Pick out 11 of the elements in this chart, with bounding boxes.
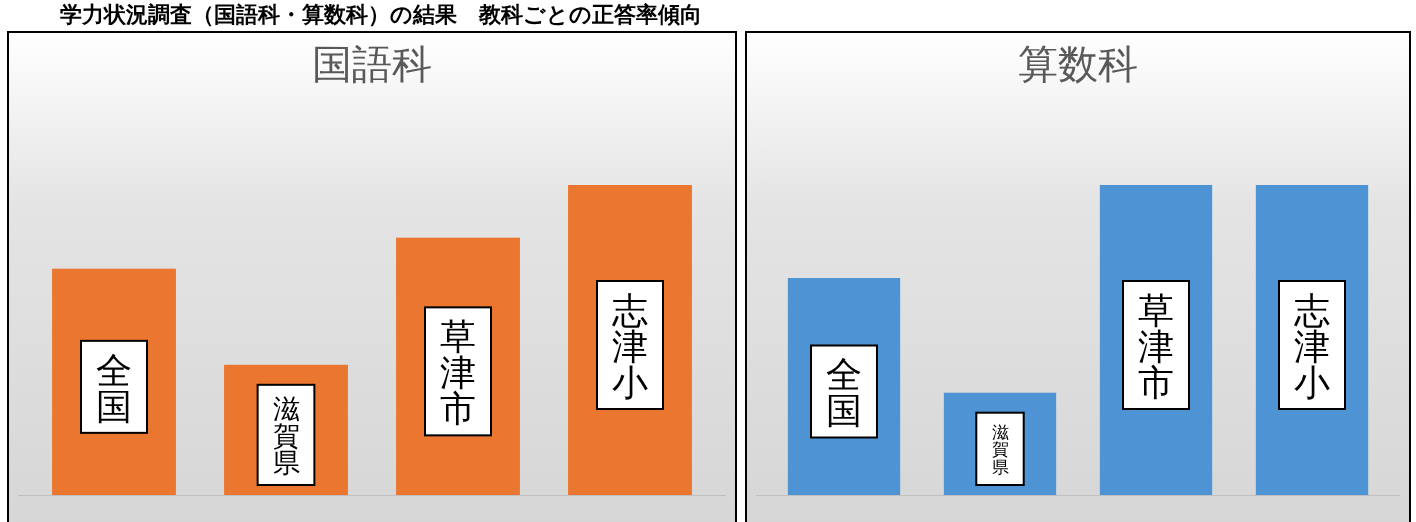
text: 学力状況調査（国語科・算数科）の結果 教科ごとの正答率傾向 (60, 2, 702, 27)
x-tick-label: 草津市 (1138, 289, 1174, 403)
x-tick-label: 志津小 (612, 289, 648, 403)
x-tick-label: 志津小 (1294, 289, 1330, 403)
x-tick-label: 滋賀県 (991, 422, 1009, 477)
x-tick-label: 草津市 (440, 316, 476, 430)
x-tick-label: 全国 (826, 354, 862, 432)
x-tick-label: 全国 (96, 349, 132, 427)
chart-title: 国語科 (312, 41, 432, 87)
x-tick-label: 滋賀県 (272, 393, 300, 478)
chart-title: 算数科 (1018, 41, 1138, 87)
